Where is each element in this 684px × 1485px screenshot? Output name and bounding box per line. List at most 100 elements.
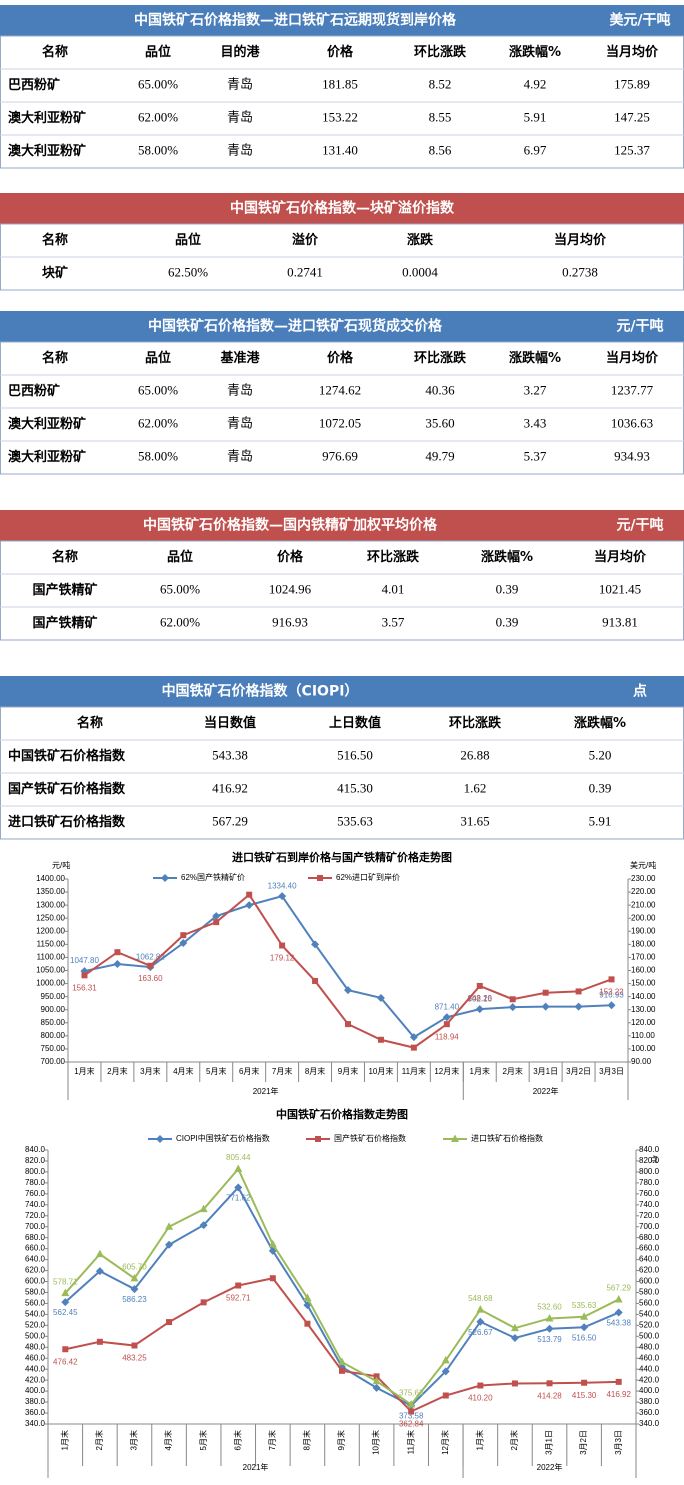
table-header-cell: 品位 xyxy=(175,232,201,248)
yticks-label: 700.00 xyxy=(41,1057,66,1066)
legend-label: 进口铁矿石价格指数 xyxy=(471,1133,543,1143)
point xyxy=(62,1346,69,1353)
point xyxy=(581,1379,588,1386)
row-name: 国产铁矿石价格指数 xyxy=(8,781,126,797)
point xyxy=(304,1320,311,1327)
y2ticks-label: 160.00 xyxy=(631,966,656,975)
x-tick-label: 2月末 xyxy=(107,1066,127,1076)
data-label: 513.79 xyxy=(537,1335,562,1344)
chart-title: 中国铁矿石价格指数走势图 xyxy=(276,1107,408,1121)
yticks-label: 460.0 xyxy=(25,1353,46,1362)
y2ticks-label: 130.00 xyxy=(631,1005,656,1014)
table-cell: 916.93 xyxy=(272,614,308,629)
table-title-bar xyxy=(0,510,684,541)
table-cell: 0.39 xyxy=(496,614,519,629)
table-cell: 58.00% xyxy=(138,448,178,463)
yticks-label: 540.0 xyxy=(25,1310,46,1319)
table-title-bar xyxy=(0,193,684,224)
table-header-cell: 价格 xyxy=(327,350,354,366)
point xyxy=(199,1204,208,1213)
table-cell: 62.00% xyxy=(160,614,200,629)
table-cell: 青岛 xyxy=(227,415,253,430)
x-tick-label: 7月末 xyxy=(267,1430,277,1450)
table-title: 中国铁矿石价格指数（CIOPI） xyxy=(162,683,359,700)
y2ticks-label: 380.0 xyxy=(639,1397,660,1406)
table-cell: 8.56 xyxy=(429,142,452,157)
yticks-label: 1050.00 xyxy=(36,966,65,975)
data-label: 414.28 xyxy=(537,1391,562,1400)
data-label: 1334.40 xyxy=(268,881,297,890)
table-cell: 1024.96 xyxy=(269,581,312,596)
data-label: 592.71 xyxy=(226,1294,251,1303)
table-cell: 青岛 xyxy=(227,382,253,397)
yticks-label: 750.00 xyxy=(41,1044,66,1053)
point xyxy=(510,1333,519,1342)
table-header-cell: 名称 xyxy=(42,44,68,60)
y2ticks-label: 760.0 xyxy=(639,1189,660,1198)
y2ticks-label: 360.0 xyxy=(639,1408,660,1417)
x-group-label: 2021年 xyxy=(243,1462,269,1472)
x-tick-label: 5月末 xyxy=(198,1430,208,1450)
yticks-label: 440.0 xyxy=(25,1364,46,1373)
table-cell: 5.91 xyxy=(524,109,547,124)
y2ticks-label: 180.00 xyxy=(631,939,656,948)
table-header-cell: 涨跌幅% xyxy=(508,44,561,60)
point xyxy=(131,1342,138,1349)
legend-label: 62%进口矿到岸价 xyxy=(336,872,400,882)
table-title: 中国铁矿石价格指数—进口铁矿石远期现货到岸价格 xyxy=(134,12,457,29)
x-tick-label: 3月3日 xyxy=(599,1067,624,1076)
table-cell: 62.00% xyxy=(138,109,178,124)
data-label: 805.44 xyxy=(226,1153,251,1162)
data-label: 156.31 xyxy=(72,983,97,992)
point xyxy=(130,1285,139,1294)
table-header-cell: 溢价 xyxy=(292,232,319,248)
y2ticks-label: 640.0 xyxy=(639,1255,660,1264)
table-header-cell: 价格 xyxy=(327,44,354,60)
x-tick-label: 3月末 xyxy=(140,1066,160,1076)
yticks-label: 840.0 xyxy=(25,1145,46,1154)
table-title: 中国铁矿石价格指数—进口铁矿石现货成交价格 xyxy=(148,318,443,335)
y2ticks-label: 500.0 xyxy=(639,1331,660,1340)
point xyxy=(61,1288,70,1297)
table-cell: 1.62 xyxy=(464,780,487,795)
table-header-cell: 环比涨跌 xyxy=(449,715,502,731)
table-unit: 元/干吨 xyxy=(616,517,663,534)
x-tick-label: 1月末 xyxy=(474,1430,484,1450)
legend-marker xyxy=(156,1135,164,1143)
row-name: 澳大利亚粉矿 xyxy=(8,110,86,126)
y2ticks-label: 220.00 xyxy=(631,887,656,896)
table-cell: 3.57 xyxy=(382,614,405,629)
table-title: 中国铁矿石价格指数—块矿溢价指数 xyxy=(230,200,455,217)
y2ticks-label: 460.0 xyxy=(639,1353,660,1362)
x-tick-label: 8月末 xyxy=(302,1430,312,1450)
table-cell: 535.63 xyxy=(337,813,373,828)
table-frame xyxy=(0,540,684,641)
x-tick-label: 3月1日 xyxy=(533,1067,558,1076)
y2ticks-label: 540.0 xyxy=(639,1310,660,1319)
point xyxy=(245,901,254,910)
point xyxy=(475,1005,484,1014)
yticks-label: 360.0 xyxy=(25,1408,46,1417)
legend-marker xyxy=(315,1136,321,1142)
y2ticks-label: 100.00 xyxy=(631,1044,656,1053)
point xyxy=(212,912,221,921)
data-label: 548.68 xyxy=(468,1294,493,1303)
x-tick-label: 10月末 xyxy=(371,1430,381,1455)
y2ticks-label: 420.0 xyxy=(639,1375,660,1384)
table-cell: 1237.77 xyxy=(611,382,654,397)
point xyxy=(542,989,549,996)
point xyxy=(443,1021,450,1028)
point xyxy=(234,1183,243,1192)
point xyxy=(614,1294,623,1303)
table-cell: 543.38 xyxy=(212,747,248,762)
chart-title: 进口铁矿石到岸价格与国产铁精矿价格走势图 xyxy=(232,850,452,864)
point xyxy=(113,959,122,968)
table-cell: 175.89 xyxy=(614,76,650,91)
point xyxy=(408,1408,415,1415)
yticks-label: 820.0 xyxy=(25,1156,46,1165)
table-header-cell: 品位 xyxy=(145,350,171,366)
table-header-cell: 名称 xyxy=(52,549,78,565)
x-group-label: 2021年 xyxy=(253,1086,279,1096)
x-tick-label: 3月2日 xyxy=(579,1430,588,1455)
y2ticks-label: 600.0 xyxy=(639,1277,660,1286)
